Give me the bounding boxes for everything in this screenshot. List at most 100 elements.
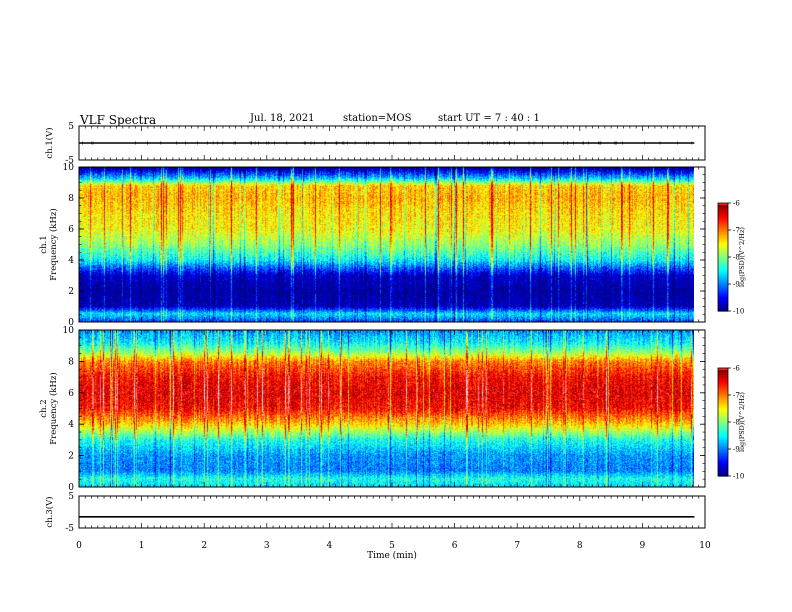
y-tick-label: 5 <box>68 492 74 502</box>
ch1-spectrogram-colorbar-cell <box>718 287 728 290</box>
ch1-spectrogram-colorbar-cell <box>718 251 728 254</box>
colorbar-label: log(PSD)(V^2/Hz) <box>738 227 746 287</box>
ch1-spectrogram-colorbar-cell <box>718 269 728 272</box>
ch1-spectrogram-colorbar-cell <box>718 222 728 226</box>
colorbar-tick-label: -9 <box>733 281 740 289</box>
y-tick-label: 0 <box>68 318 74 328</box>
ch1-spectrogram-colorbar-cell <box>718 305 728 308</box>
ch2-spectrogram-colorbar-cell <box>718 418 728 421</box>
ch1-spectrogram-ylabel: ch.1 <box>39 235 49 253</box>
ch2-spectrogram-colorbar-cell <box>718 436 728 439</box>
x-tick-label: 8 <box>577 541 583 551</box>
ch2-spectrogram-colorbar-cell <box>718 467 728 470</box>
ch2-spectrogram-colorbar-cell <box>718 375 728 378</box>
ch2-spectrogram-colorbar-cell <box>718 398 728 401</box>
colorbar-tick-label: -8 <box>733 419 740 427</box>
ch2-spectrogram-colorbar-cell <box>718 407 728 410</box>
ch1-spectrogram-colorbar-cell <box>718 267 728 271</box>
ch2-spectrogram-ylabel: ch.2 <box>39 399 49 417</box>
ch1-spectrogram-colorbar-cell <box>718 298 728 301</box>
ch1-spectrogram-colorbar-cell <box>718 244 728 247</box>
x-tick-label: 4 <box>327 541 333 551</box>
ch1-spectrogram-colorbar-cell <box>718 293 728 296</box>
colorbar-tick-label: -6 <box>733 200 740 208</box>
ch2-spectrogram-colorbar-cell <box>718 450 728 454</box>
ch1-spectrogram-colorbar-cell <box>718 248 728 251</box>
ch2-spectrogram-colorbar-cell <box>718 389 728 392</box>
ch1-spectrogram-colorbar-cell <box>718 206 728 209</box>
ch3-voltage-ylabel: ch.3(V) <box>44 496 55 527</box>
ch1-spectrogram-colorbar-cell <box>718 271 728 274</box>
ch1-spectrogram-colorbar-cell <box>718 255 728 258</box>
ch1-spectrogram-colorbar-cell <box>718 208 728 211</box>
ch1-spectrogram-colorbar-cell <box>718 224 728 227</box>
ch1-spectrogram-colorbar-cell <box>718 237 728 240</box>
ch1-spectrogram-colorbar-cell <box>718 264 728 267</box>
station-label: station=MOS <box>343 113 412 124</box>
y-tick-label: 2 <box>68 287 74 297</box>
ch1-spectrogram-colorbar-cell <box>718 260 728 263</box>
ch2-spectrogram-colorbar-cell <box>718 393 728 396</box>
ch2-spectrogram-colorbar-cell <box>718 402 728 405</box>
ch1-spectrogram-colorbar-cell <box>718 307 728 310</box>
ch2-spectrogram-colorbar-cell <box>718 380 728 383</box>
x-tick-label: 3 <box>264 541 270 551</box>
y-tick-label: 2 <box>68 452 74 462</box>
ch2-spectrogram-colorbar-cell <box>718 420 728 423</box>
ch2-spectrogram-colorbar-cell <box>718 414 728 418</box>
ch2-spectrogram-colorbar-cell <box>718 443 728 446</box>
ch2-spectrogram-colorbar-cell <box>718 458 728 461</box>
ch2-spectrogram-image <box>79 330 694 487</box>
ch1-spectrogram-colorbar-cell <box>718 253 728 256</box>
ch1-spectrogram-colorbar-cell <box>718 249 728 253</box>
ch1-spectrogram-colorbar-cell <box>718 231 728 235</box>
ch2-spectrogram-colorbar-cell <box>718 441 728 445</box>
ch1-spectrogram-colorbar-cell <box>718 210 728 213</box>
ch2-spectrogram-colorbar-cell <box>718 429 728 432</box>
y-tick-label: 10 <box>63 326 75 336</box>
ch2-spectrogram-colorbar-cell <box>718 411 728 414</box>
ch2-spectrogram-colorbar-cell <box>718 463 728 466</box>
ch1-spectrogram-ylabel-unit: Frequency (kHz) <box>48 208 59 280</box>
ch2-spectrogram-colorbar-cell <box>718 468 728 472</box>
y-tick-label: -5 <box>65 524 74 534</box>
ch2-spectrogram-colorbar-cell <box>718 461 728 464</box>
date-label: Jul. 18, 2021 <box>250 113 315 124</box>
ch1-spectrogram-colorbar-cell <box>718 302 728 305</box>
x-tick-label: 0 <box>76 541 82 551</box>
y-tick-label: 10 <box>63 163 75 173</box>
y-tick-label: 8 <box>68 357 74 367</box>
ch2-spectrogram-colorbar-cell <box>718 432 728 436</box>
ch1-spectrogram-colorbar-cell <box>718 221 728 224</box>
colorbar-label: log(PSD)(V^2/Hz) <box>738 392 746 452</box>
ch2-spectrogram-colorbar-cell <box>718 452 728 455</box>
ch1-spectrogram-colorbar-cell <box>718 246 728 249</box>
ch2-spectrogram-colorbar-cell <box>718 373 728 376</box>
ch1-voltage-ylabel: ch.1(V) <box>44 127 55 158</box>
ch2-spectrogram-colorbar-cell <box>718 449 728 452</box>
ch1-spectrogram-colorbar-cell <box>718 235 728 238</box>
ch2-spectrogram-ylabel-unit: Frequency (kHz) <box>48 372 59 444</box>
y-tick-label: 6 <box>68 389 74 399</box>
ch1-spectrogram-colorbar-cell <box>718 280 728 283</box>
chart-title: VLF Spectra <box>80 113 157 127</box>
x-tick-label: 2 <box>201 541 207 551</box>
ch2-spectrogram-colorbar-cell <box>718 447 728 450</box>
ch1-spectrogram-colorbar-cell <box>718 262 728 265</box>
ch1-spectrogram-colorbar-cell <box>718 309 728 312</box>
colorbar-tick-label: -10 <box>733 308 744 316</box>
ch1-spectrogram-colorbar-cell <box>718 278 728 281</box>
ch1-spectrogram-colorbar-cell <box>718 203 728 206</box>
ch1-spectrogram-colorbar-cell <box>718 204 728 208</box>
ch1-spectrogram-colorbar-cell <box>718 242 728 245</box>
ch2-spectrogram-colorbar-cell <box>718 456 728 459</box>
ch1-spectrogram-colorbar-cell <box>718 219 728 222</box>
ch2-spectrogram-colorbar-cell <box>718 378 728 382</box>
ch2-spectrogram-colorbar-cell <box>718 431 728 434</box>
ch1-spectrogram-colorbar-cell <box>718 258 728 262</box>
ch1-spectrogram-colorbar-cell <box>718 282 728 285</box>
ch1-spectrogram-colorbar-cell <box>718 215 728 218</box>
ch2-spectrogram-colorbar-cell <box>718 423 728 427</box>
ch2-spectrogram-colorbar-cell <box>718 391 728 394</box>
ch2-spectrogram-colorbar-cell <box>718 459 728 463</box>
